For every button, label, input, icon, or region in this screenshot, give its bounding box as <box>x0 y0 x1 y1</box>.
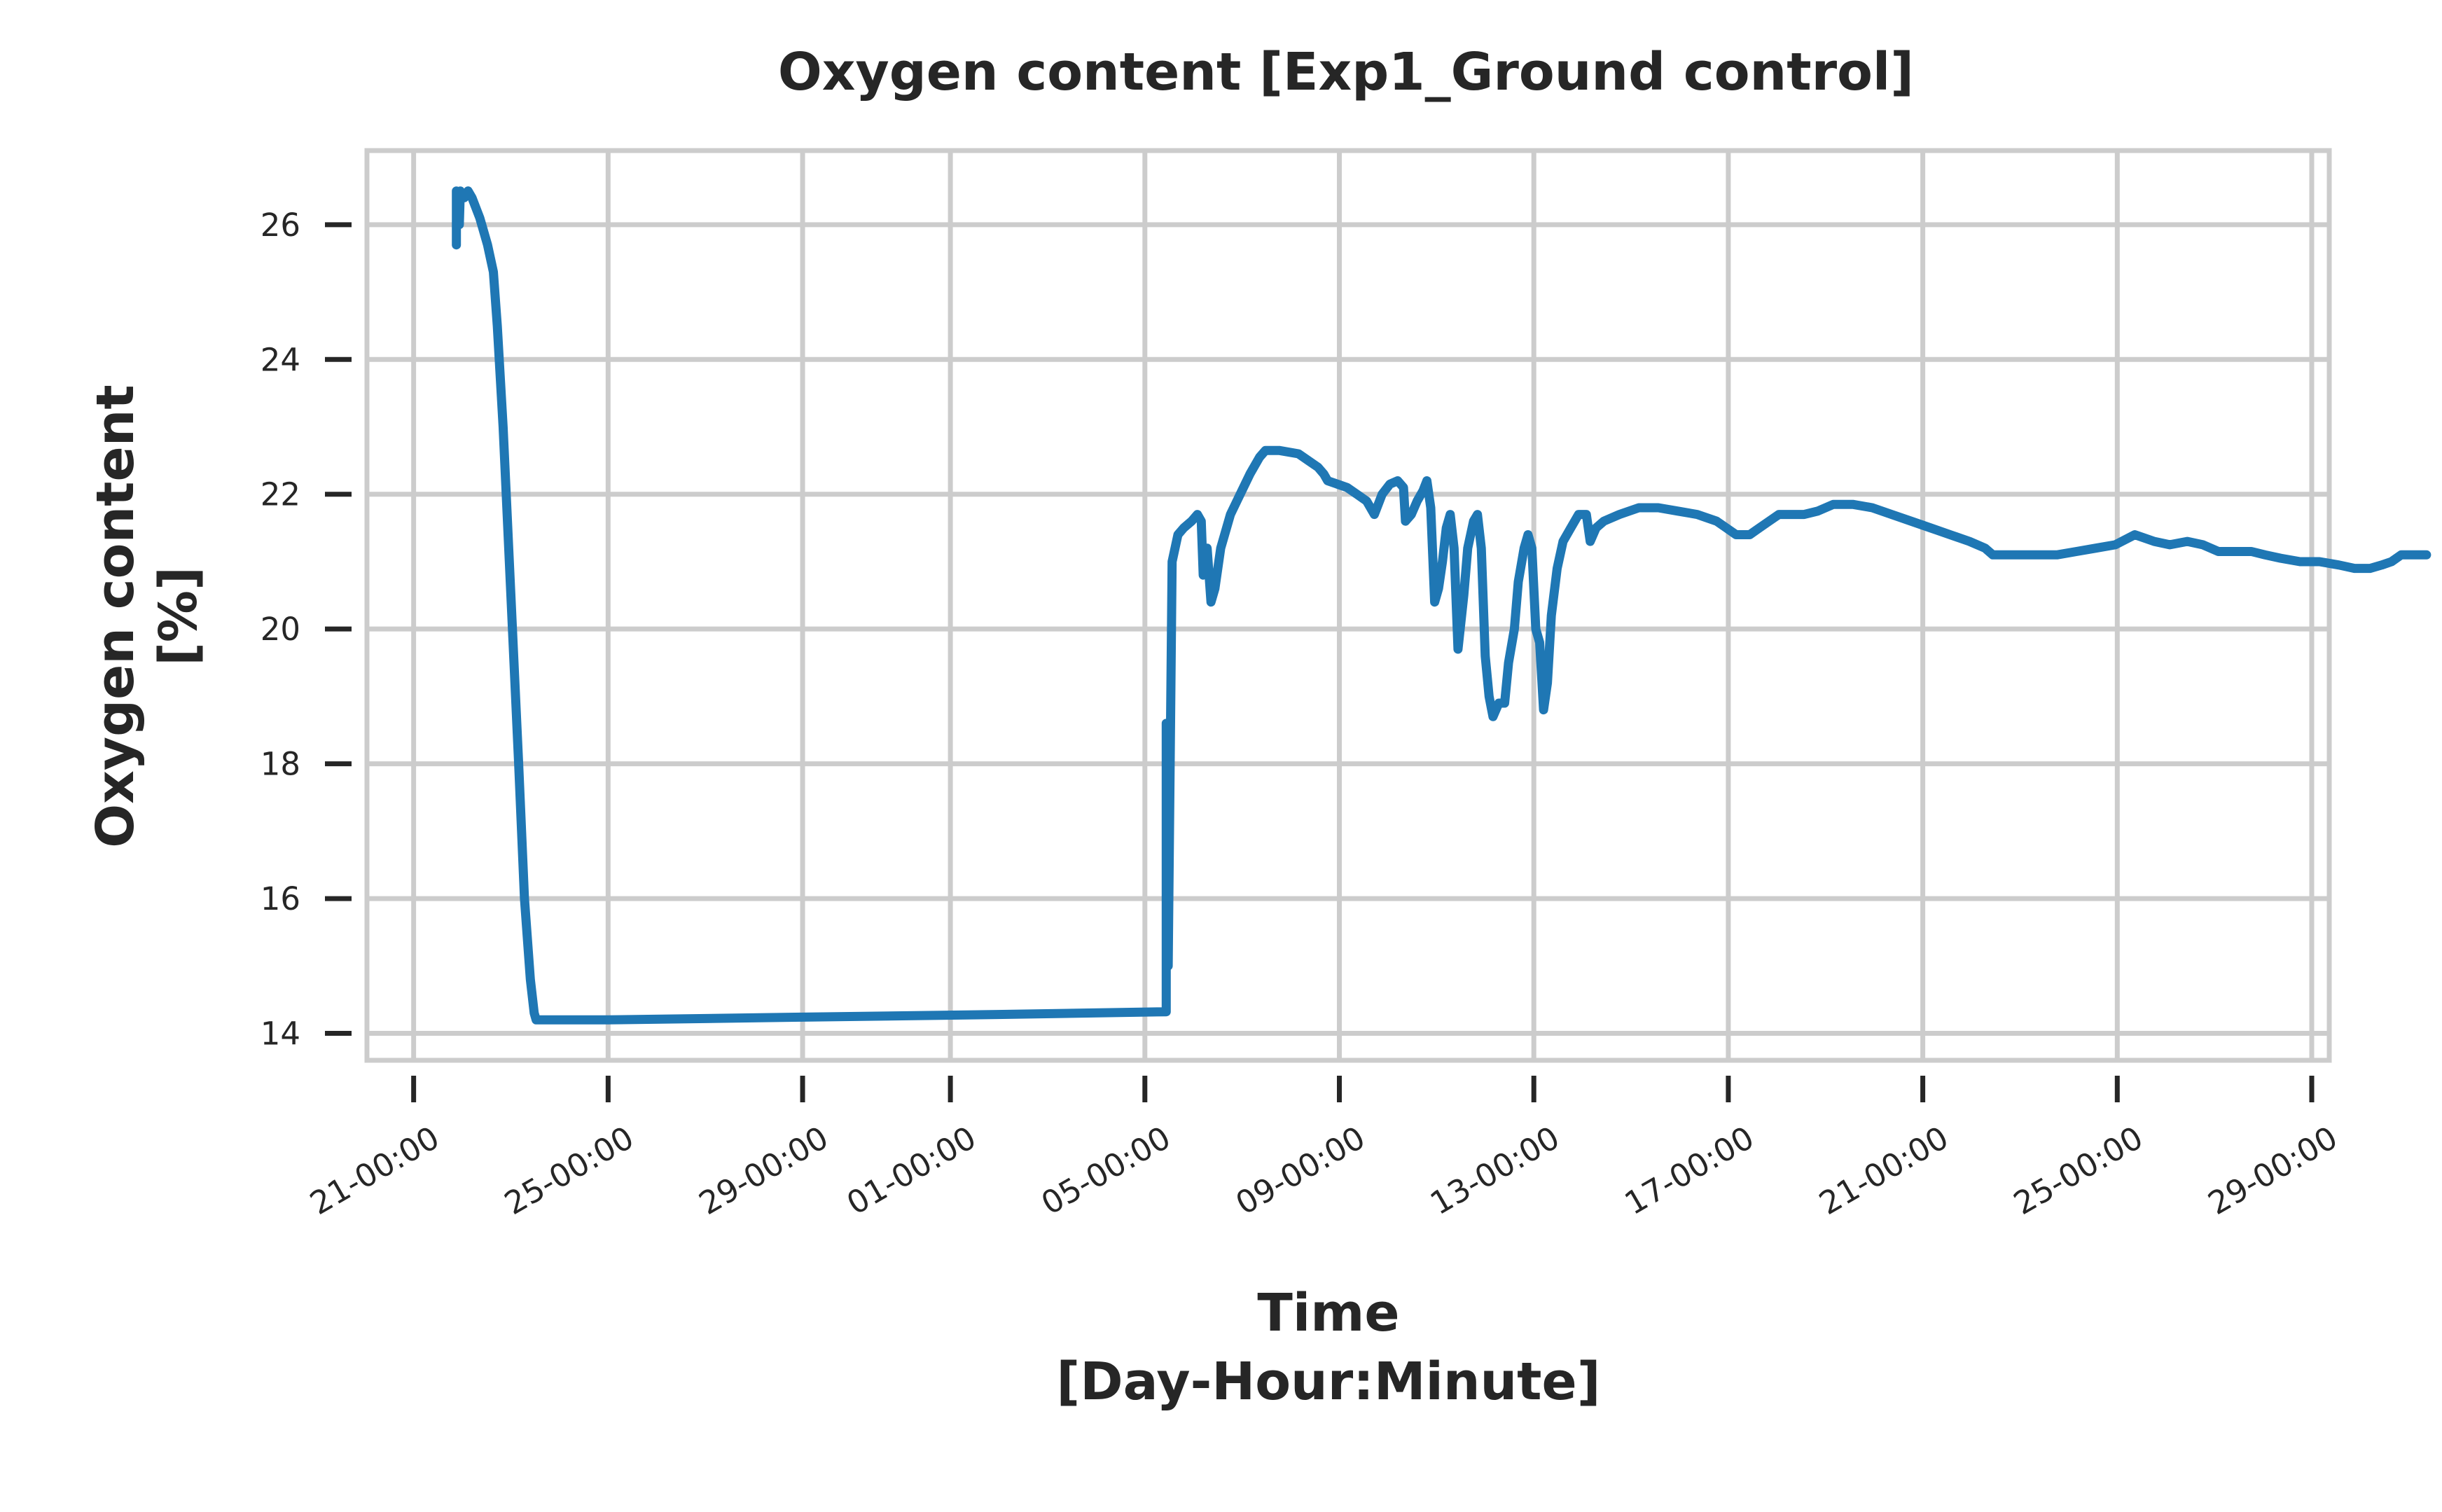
y-axis-title: Oxygen content <box>85 384 146 847</box>
y-tick-label: 16 <box>261 880 300 917</box>
y-tick-label: 14 <box>261 1015 300 1053</box>
y-tick-label: 26 <box>261 207 300 244</box>
grid-layer <box>367 151 2329 1060</box>
x-axis-title: Time <box>1257 1283 1399 1343</box>
y-tick-label: 20 <box>261 611 300 648</box>
plot-frame <box>364 148 2332 1063</box>
chart-title: Oxygen content [Exp1_Ground control] <box>778 42 1914 102</box>
y-tick-label: 24 <box>261 341 300 378</box>
y-axis-title-unit: [%] <box>148 567 209 666</box>
series-layer <box>452 186 2431 1025</box>
y-tick-label: 18 <box>261 746 300 783</box>
oxygen-series-line <box>452 186 2431 1025</box>
y-tick-label: 22 <box>261 476 300 513</box>
x-axis-title-unit: [Day-Hour:Minute] <box>1056 1352 1600 1412</box>
